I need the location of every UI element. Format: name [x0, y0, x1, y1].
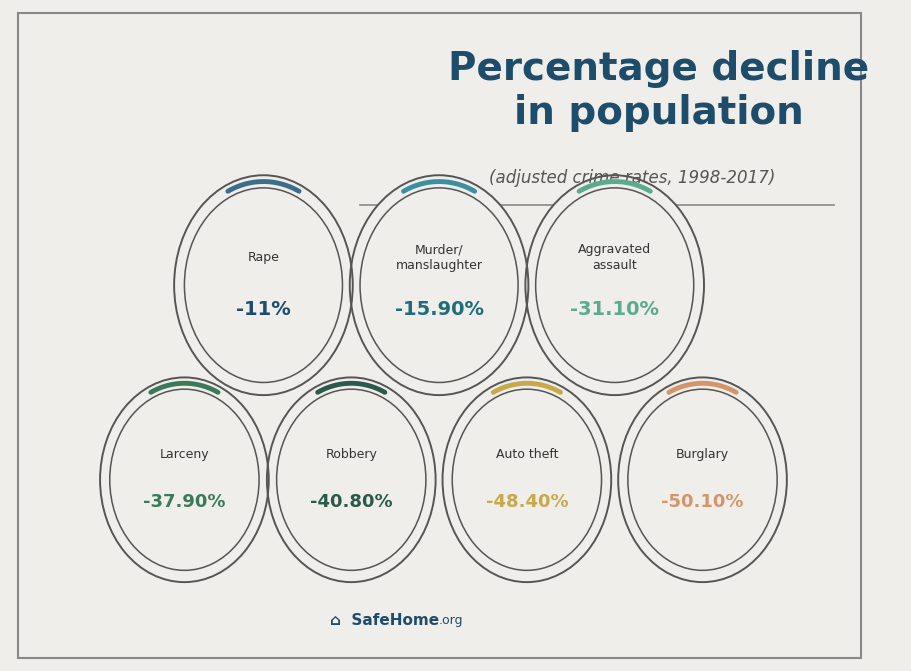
Text: Robbery: Robbery — [325, 448, 377, 461]
Text: Percentage decline
in population: Percentage decline in population — [447, 50, 868, 132]
Text: ⌂  SafeHome: ⌂ SafeHome — [330, 613, 438, 628]
Text: Murder/
manslaughter: Murder/ manslaughter — [395, 244, 482, 272]
Text: -40.80%: -40.80% — [310, 493, 392, 511]
Text: Larceny: Larceny — [159, 448, 209, 461]
Ellipse shape — [100, 377, 269, 582]
Text: -48.40%: -48.40% — [485, 493, 568, 511]
Ellipse shape — [525, 175, 703, 395]
Text: Rape: Rape — [247, 252, 279, 264]
Ellipse shape — [350, 175, 527, 395]
Text: Aggravated
assault: Aggravated assault — [578, 244, 650, 272]
Text: Auto theft: Auto theft — [495, 448, 558, 461]
Text: -15.90%: -15.90% — [394, 300, 483, 319]
Text: Burglary: Burglary — [675, 448, 728, 461]
Text: .org: .org — [438, 614, 463, 627]
Text: -50.10%: -50.10% — [660, 493, 743, 511]
Ellipse shape — [618, 377, 786, 582]
Ellipse shape — [267, 377, 435, 582]
Text: -11%: -11% — [236, 300, 291, 319]
Ellipse shape — [442, 377, 610, 582]
Text: (adjusted crime rates, 1998-2017): (adjusted crime rates, 1998-2017) — [488, 169, 774, 187]
Text: -31.10%: -31.10% — [569, 300, 659, 319]
Ellipse shape — [174, 175, 353, 395]
Text: -37.90%: -37.90% — [143, 493, 225, 511]
